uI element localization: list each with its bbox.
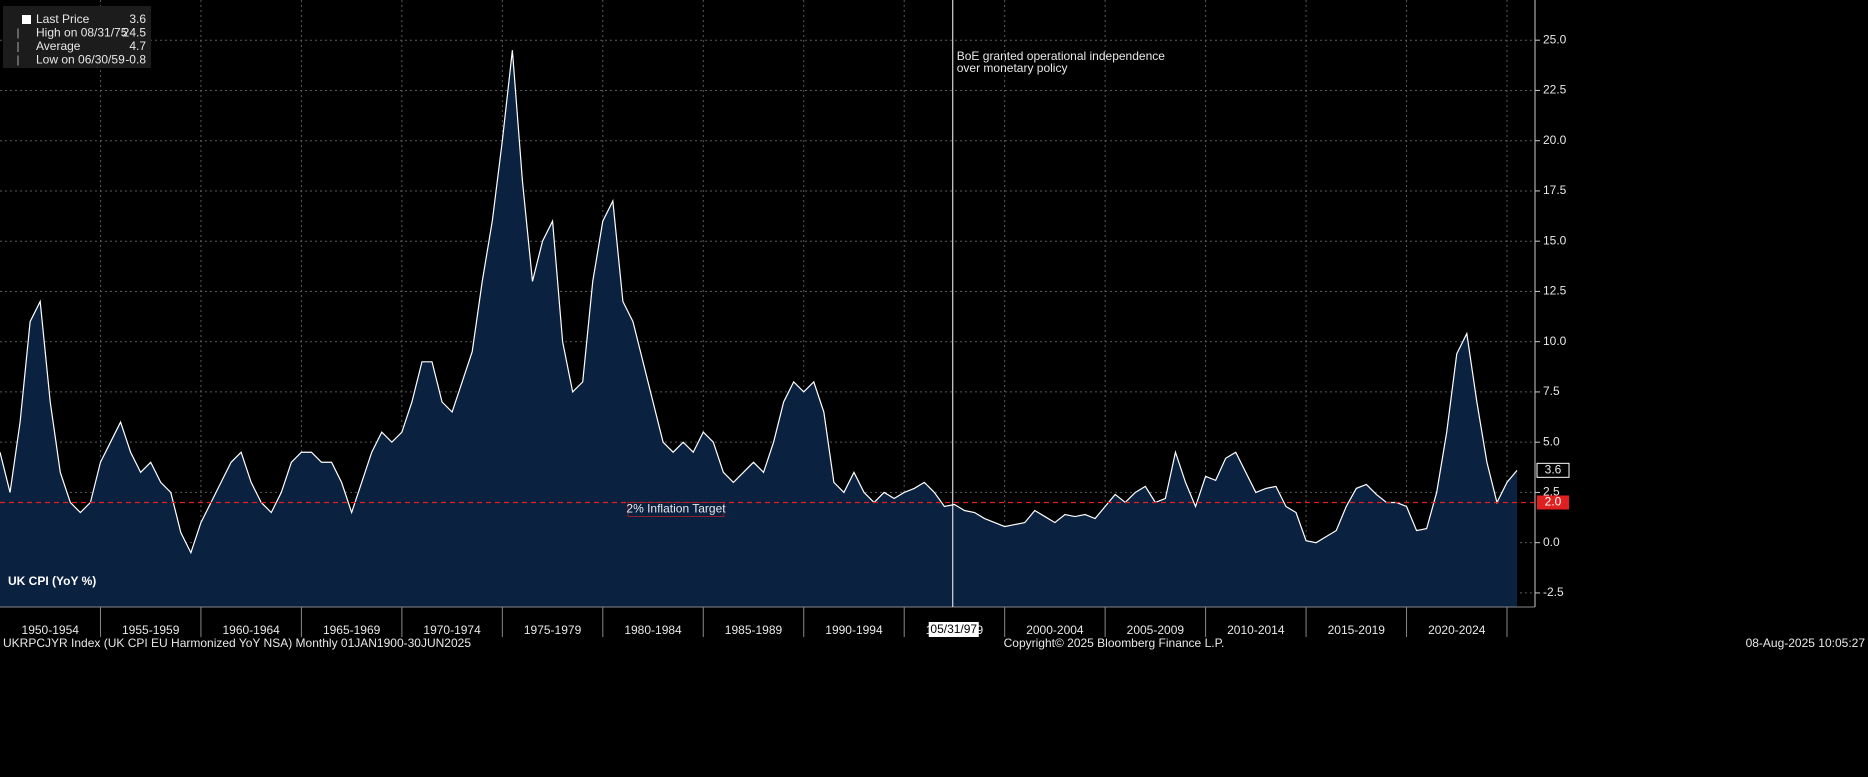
footer-left: UKRPCJYR Index (UK CPI EU Harmonized YoY… xyxy=(3,636,471,650)
y-tick-label: 10.0 xyxy=(1543,334,1567,348)
legend-value: 4.7 xyxy=(129,39,146,53)
legend-name: Low on 06/30/59 xyxy=(36,53,125,67)
target-label: 2.0 xyxy=(1545,495,1562,509)
legend-value: 3.6 xyxy=(129,12,146,26)
target-text: 2% Inflation Target xyxy=(626,502,726,516)
y-tick-label: 2.5 xyxy=(1543,485,1560,499)
x-tick-label: 2015-2019 xyxy=(1328,623,1386,637)
target-text-box xyxy=(627,502,725,517)
y-tick-label: 0.0 xyxy=(1543,535,1560,549)
last-value-box xyxy=(1536,462,1570,478)
legend-value: -0.8 xyxy=(125,53,146,67)
y-tick-label: 5.0 xyxy=(1543,434,1560,448)
footer-right: 08-Aug-2025 10:05:27 xyxy=(1746,636,1866,650)
y-tick-label: 20.0 xyxy=(1543,133,1567,147)
event-date-box xyxy=(928,622,979,637)
x-tick-label: 1985-1989 xyxy=(725,623,783,637)
y-tick-label: 7.5 xyxy=(1543,384,1560,398)
legend-name: Average xyxy=(36,39,81,53)
last-value-label: 3.6 xyxy=(1545,462,1562,476)
line xyxy=(0,50,1518,555)
event-text: BoE granted operational independence xyxy=(957,49,1165,63)
legend-name: High on 08/31/75 xyxy=(36,26,128,40)
x-tick-label: 2010-2014 xyxy=(1227,623,1285,637)
footer-center: Copyright© 2025 Bloomberg Finance L.P. xyxy=(1004,636,1225,650)
x-tick-label: 2005-2009 xyxy=(1127,623,1185,637)
x-tick-label: 1955-1959 xyxy=(122,623,180,637)
x-tick-label: 2000-2004 xyxy=(1026,623,1084,637)
x-tick-label: 1990-1994 xyxy=(825,623,883,637)
y-tick-label: 15.0 xyxy=(1543,233,1567,247)
y-tick-label: 12.5 xyxy=(1543,284,1567,298)
legend-swatch xyxy=(22,15,31,24)
chart-title: UK CPI (YoY %) xyxy=(8,574,96,588)
event-text: over monetary policy xyxy=(957,61,1068,75)
y-tick-label: -2.5 xyxy=(1543,585,1564,599)
legend-value: 24.5 xyxy=(123,26,147,40)
x-tick-label: 2020-2024 xyxy=(1428,623,1486,637)
y-tick-label: 17.5 xyxy=(1543,183,1567,197)
x-tick-label: 1965-1969 xyxy=(323,623,381,637)
x-tick-label: 1980-1984 xyxy=(624,623,682,637)
x-tick-label: 1950-1954 xyxy=(22,623,80,637)
y-tick-label: 25.0 xyxy=(1543,32,1567,46)
area xyxy=(0,50,1518,607)
x-tick-label: 1975-1979 xyxy=(524,623,582,637)
x-tick-label: 1960-1964 xyxy=(222,623,280,637)
legend-name: Last Price xyxy=(36,12,90,26)
x-tick-label: 1970-1974 xyxy=(423,623,481,637)
event-date: 05/31/97 xyxy=(930,622,977,636)
target-label-box xyxy=(1537,495,1569,510)
y-tick-label: 22.5 xyxy=(1543,83,1567,97)
